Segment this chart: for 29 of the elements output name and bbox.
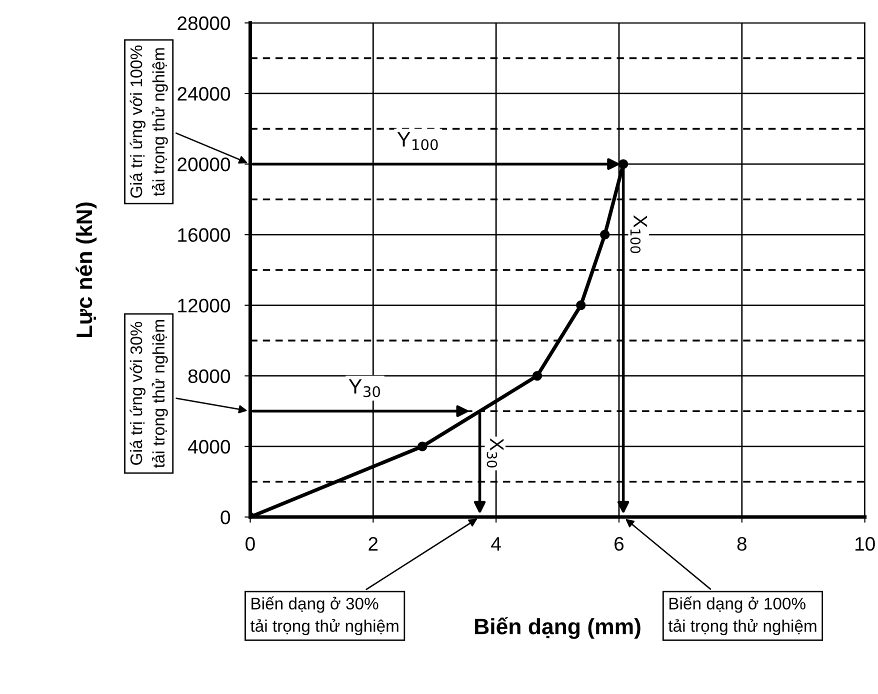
text: Biến dạng ở 100% tải trọng thử nghiệm: [668, 596, 816, 636]
point: [532, 370, 542, 381]
y-tick-label: 0: [220, 510, 230, 524]
y-tick-label: 20000: [178, 158, 230, 172]
x-tick-label: 2: [368, 536, 378, 551]
y-tick-label: 16000: [178, 228, 230, 242]
annotation: Y$_{100}$: [397, 132, 438, 150]
point: [417, 442, 428, 452]
x-tick-label: 8: [737, 536, 746, 551]
annotation: X$_{100}$: [630, 215, 648, 254]
y-tick-label: 12000: [178, 298, 230, 312]
y-tick-label: 4000: [188, 440, 230, 454]
y-tick-label: 24000: [178, 86, 230, 101]
text: Giá trị ứng với 100% tải trọng thử nghiệm: [130, 46, 168, 198]
point: [618, 159, 628, 169]
point: [600, 230, 610, 240]
x-axis-title: Biến dạng (mm): [475, 617, 640, 639]
text: Biến dạng ở 30% tải trọng thử nghiệm: [250, 596, 398, 636]
x-tick-label: 10: [856, 536, 875, 551]
text: Giá trị ứng với 30% tải trọng thử nghiệm: [130, 320, 168, 468]
y-tick-label: 28000: [178, 16, 230, 30]
x-tick-label: 4: [491, 537, 501, 551]
x-tick-label: 6: [614, 536, 624, 551]
point: [576, 300, 586, 310]
x-tick-label: 0: [246, 536, 255, 551]
annotation: X$_{30}$: [486, 438, 504, 468]
y-axis-title: Lực nén (kN): [76, 202, 97, 338]
y-tick-label: 8000: [188, 369, 230, 384]
annotation: Y$_{30}$: [348, 379, 380, 398]
